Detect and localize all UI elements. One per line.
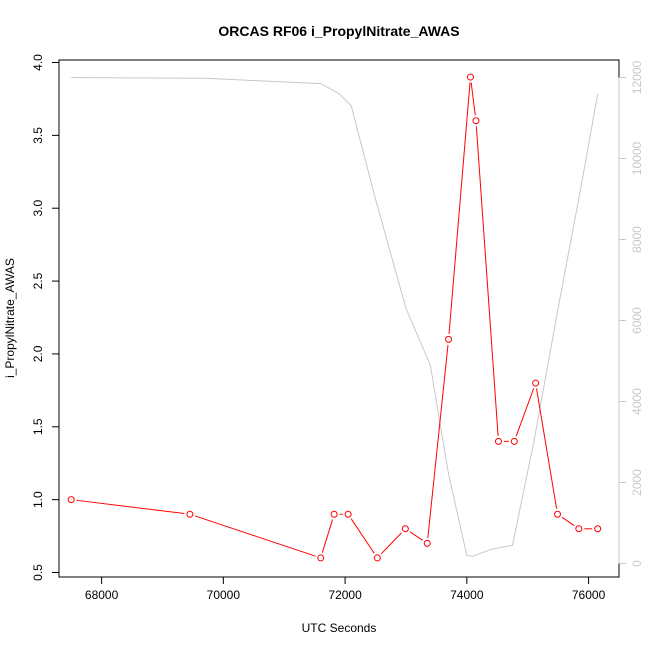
y-axis: 0.5 1.0 1.5 2.0 2.5 3.0 3.5 4.0 bbox=[31, 54, 59, 581]
y-tick-label: 2.0 bbox=[31, 345, 45, 362]
y2-tick-label: 10000 bbox=[630, 141, 644, 175]
altitude-series-line bbox=[71, 77, 599, 557]
x-tick-label: 70000 bbox=[207, 588, 241, 602]
x-axis: 68000 70000 72000 74000 76000 bbox=[85, 577, 606, 602]
y-tick-label: 1.0 bbox=[31, 491, 45, 508]
x-tick-label: 76000 bbox=[572, 588, 606, 602]
y2-tick-label: 6000 bbox=[630, 307, 644, 334]
series-segment bbox=[470, 82, 476, 116]
y2-tick-label: 0 bbox=[630, 560, 644, 567]
series-segment bbox=[321, 519, 333, 553]
data-point bbox=[67, 496, 75, 504]
series-segment bbox=[194, 515, 316, 557]
data-point bbox=[445, 335, 453, 343]
series-segment bbox=[76, 499, 185, 515]
y-tick-label: 2.5 bbox=[31, 272, 45, 289]
y2-tick-label: 4000 bbox=[630, 388, 644, 415]
data-point bbox=[401, 525, 409, 533]
data-point bbox=[373, 554, 381, 562]
series-segment bbox=[427, 344, 449, 538]
y2-tick-label: 2000 bbox=[630, 469, 644, 496]
series-segment bbox=[561, 516, 575, 527]
y-tick-label: 4.0 bbox=[31, 54, 45, 71]
series-segment bbox=[409, 531, 423, 541]
series-segment bbox=[536, 388, 558, 509]
data-point bbox=[472, 117, 480, 125]
y-tick-label: 3.0 bbox=[31, 200, 45, 217]
x-tick-label: 74000 bbox=[450, 588, 484, 602]
data-point bbox=[423, 539, 431, 547]
series-segment bbox=[350, 518, 375, 554]
x-axis-label: UTC Seconds bbox=[302, 621, 377, 635]
y-tick-label: 1.5 bbox=[31, 418, 45, 435]
y2-axis-right: 0 2000 4000 6000 8000 10000 12000 bbox=[618, 60, 644, 567]
series-segment bbox=[448, 82, 471, 334]
y-tick-label: 0.5 bbox=[31, 564, 45, 581]
data-point bbox=[594, 525, 602, 533]
data-point bbox=[330, 510, 338, 518]
chart-title: ORCAS RF06 i_PropylNitrate_AWAS bbox=[218, 23, 459, 39]
x-tick-label: 72000 bbox=[328, 588, 362, 602]
series-segment bbox=[515, 388, 535, 437]
data-point bbox=[466, 73, 474, 81]
data-point bbox=[494, 437, 502, 445]
y2-tick-label: 12000 bbox=[630, 60, 644, 94]
data-point bbox=[317, 554, 325, 562]
y-tick-label: 3.5 bbox=[31, 127, 45, 144]
data-point bbox=[532, 379, 540, 387]
x-tick-label: 68000 bbox=[85, 588, 119, 602]
series-segment bbox=[475, 126, 499, 436]
data-point bbox=[554, 510, 562, 518]
data-point bbox=[510, 437, 518, 445]
series-segment bbox=[380, 532, 402, 555]
y2-tick-label: 8000 bbox=[630, 226, 644, 253]
data-point bbox=[344, 510, 352, 518]
y-axis-label: i_PropylNitrate_AWAS bbox=[3, 258, 17, 378]
series-layer bbox=[67, 73, 602, 562]
data-point bbox=[186, 510, 194, 518]
data-point bbox=[575, 525, 583, 533]
